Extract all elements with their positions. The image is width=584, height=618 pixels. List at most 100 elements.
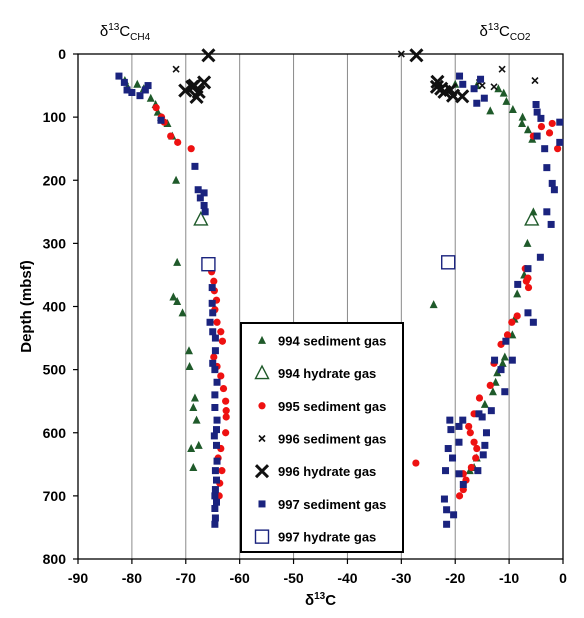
point-filled-square: [459, 481, 467, 489]
x-tick-label: -80: [122, 570, 142, 586]
point-filled-circle: [537, 122, 546, 131]
point-filled-circle: [486, 381, 494, 390]
point-x-large: [430, 74, 445, 89]
point-filled-square: [450, 511, 458, 519]
point-filled-circle: [167, 132, 175, 140]
point-filled-square: [211, 334, 219, 342]
point-filled-circle: [210, 277, 218, 285]
point-x-small: [498, 65, 506, 73]
legend-label: 997 sediment gas: [278, 497, 386, 512]
point-filled-square: [529, 318, 537, 326]
point-filled-triangle: [190, 393, 199, 402]
point-filled-square: [473, 99, 481, 107]
point-filled-square: [212, 426, 220, 434]
legend-marker: [258, 335, 266, 344]
point-filled-square: [212, 498, 220, 506]
point-filled-circle: [472, 454, 480, 462]
y-tick-label: 800: [43, 551, 67, 567]
point-filled-square: [443, 520, 451, 528]
y-tick-label: 300: [43, 235, 67, 251]
point-filled-square: [212, 441, 220, 449]
isotope-superscript: 13: [108, 22, 120, 33]
point-filled-square: [209, 309, 217, 317]
point-filled-square: [491, 356, 499, 364]
point-filled-square: [449, 454, 457, 462]
point-filled-circle: [210, 353, 218, 361]
point-filled-square: [213, 416, 221, 424]
point-filled-square: [541, 145, 549, 153]
point-x-small: [397, 50, 405, 58]
point-filled-square: [556, 138, 564, 146]
point-filled-square: [194, 186, 202, 194]
point-filled-square: [115, 72, 123, 80]
point-filled-square: [120, 78, 128, 86]
point-filled-triangle: [429, 300, 438, 309]
y-tick-label: 100: [43, 109, 67, 125]
element-symbol: C: [499, 23, 510, 40]
point-x-large: [178, 83, 193, 98]
compound-subscript: CH4: [130, 32, 150, 43]
point-filled-square: [536, 253, 544, 261]
point-filled-square: [213, 457, 221, 465]
point-filled-square: [502, 337, 510, 345]
point-filled-square: [508, 356, 516, 364]
point-filled-square: [537, 114, 545, 122]
point-filled-square: [501, 388, 509, 396]
point-filled-square: [478, 413, 486, 421]
x-axis-title: δ13C: [305, 591, 336, 609]
point-filled-square: [543, 208, 551, 216]
point-filled-circle: [187, 145, 195, 153]
point-filled-square: [480, 94, 488, 102]
point-filled-circle: [152, 104, 160, 112]
point-filled-circle: [218, 337, 227, 345]
point-filled-square: [514, 280, 522, 288]
legend-label: 995 sediment gas: [278, 399, 386, 414]
point-filled-square: [136, 92, 144, 100]
point-filled-square: [211, 391, 219, 399]
point-filled-square: [455, 438, 463, 446]
data-points: [115, 48, 564, 528]
point-filled-square: [443, 506, 451, 514]
point-filled-square: [444, 445, 452, 453]
point-filled-square: [211, 486, 219, 494]
point-filled-circle: [503, 331, 512, 339]
point-filled-square: [532, 101, 540, 108]
point-filled-square: [455, 470, 463, 478]
point-filled-square: [446, 416, 454, 424]
point-filled-square: [211, 366, 219, 374]
legend-marker: [254, 529, 270, 544]
legend-marker: [254, 464, 270, 479]
point-filled-square: [482, 429, 490, 437]
point-filled-square: [141, 86, 149, 94]
point-filled-triangle: [146, 93, 155, 102]
point-filled-square: [201, 208, 209, 216]
point-filled-triangle: [187, 444, 196, 453]
point-open-square: [201, 257, 216, 272]
point-filled-triangle: [189, 462, 198, 471]
point-filled-square: [479, 451, 487, 459]
x-tick-label: -30: [391, 570, 411, 586]
point-filled-square: [210, 432, 218, 440]
x-tick-label: -50: [283, 570, 303, 586]
point-filled-square: [206, 318, 214, 326]
point-filled-square: [459, 416, 467, 424]
point-filled-triangle: [173, 296, 182, 305]
point-filled-circle: [217, 328, 225, 336]
point-filled-square: [213, 378, 221, 386]
point-filled-square: [200, 202, 208, 209]
point-filled-circle: [174, 138, 182, 146]
point-filled-square: [543, 164, 551, 172]
point-filled-square: [550, 186, 558, 194]
point-x-large: [409, 48, 424, 63]
point-filled-triangle: [153, 107, 162, 116]
delta-symbol: δ: [100, 23, 108, 40]
point-filled-square: [440, 495, 448, 503]
point-filled-circle: [222, 397, 230, 405]
point-filled-square: [211, 492, 219, 500]
x-tick-label: -40: [337, 570, 357, 586]
point-filled-square: [481, 441, 489, 449]
point-filled-triangle: [178, 308, 187, 317]
point-filled-square: [211, 514, 219, 522]
point-filled-triangle: [508, 105, 517, 114]
point-x-small: [531, 76, 539, 85]
